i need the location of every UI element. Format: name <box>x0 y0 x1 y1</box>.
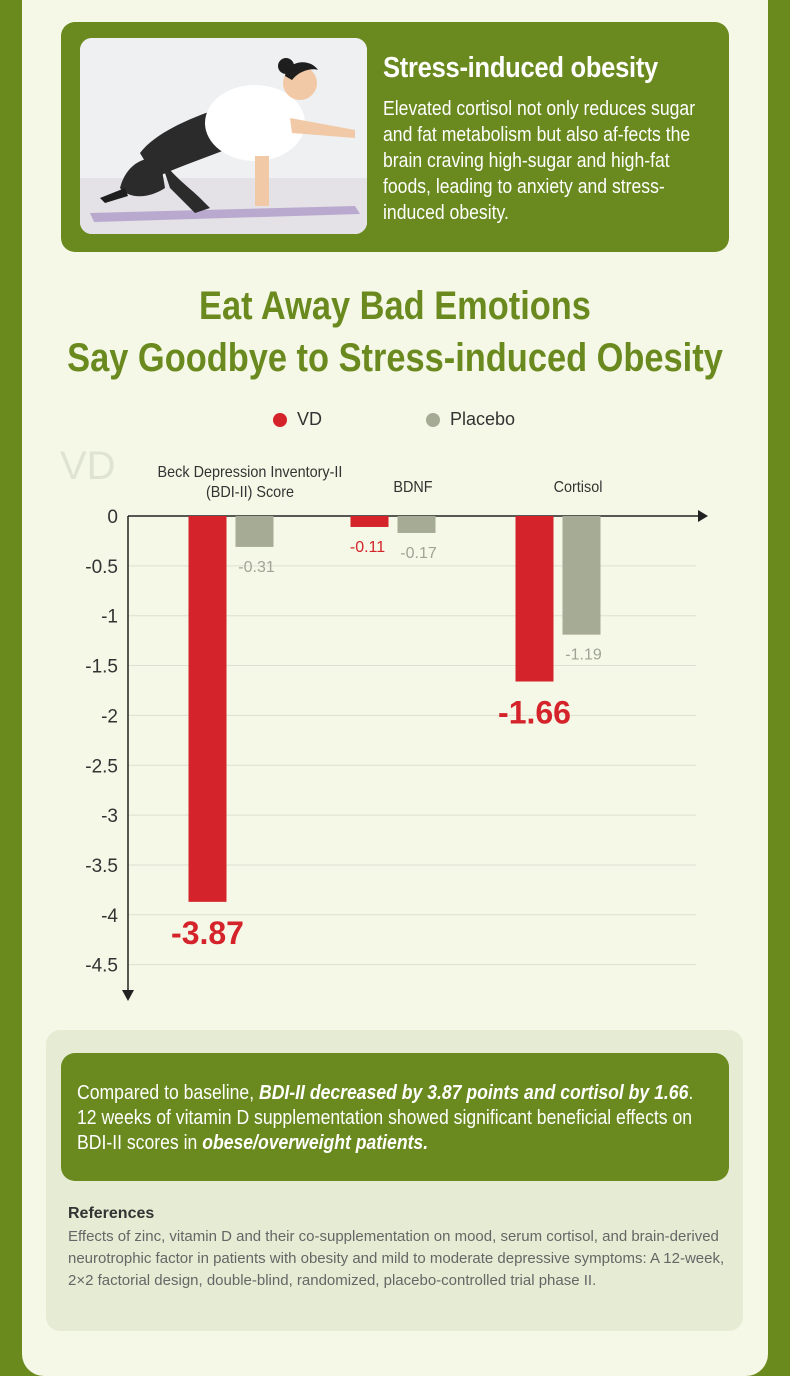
woman-exercise-photo <box>80 38 367 234</box>
summary-prefix: Compared to baseline, <box>77 1082 259 1104</box>
summary-highlight-2: obese/overweight patients. <box>202 1132 429 1154</box>
y-tick-label: -4.5 <box>85 956 118 977</box>
category-label-bdi: Beck Depression Inventory-II (BDI-II) Sc… <box>157 464 343 501</box>
summary-panel <box>61 1053 729 1181</box>
intro-text: Elevated cortisol not only reduces sugar… <box>383 98 696 224</box>
category-label-cortisol: Cortisol <box>553 479 603 496</box>
bar-placebo <box>562 516 601 635</box>
vd-watermark: VD <box>60 444 116 488</box>
y-tick-label: -3 <box>101 806 118 827</box>
bar-placebo <box>397 516 436 533</box>
data-label: -3.87 <box>171 915 244 951</box>
headline-line-2: Say Goodbye to Stress-induced Obesity <box>67 336 723 380</box>
y-tick-label: -0.5 <box>85 557 118 578</box>
y-tick-label: 0 <box>107 507 118 528</box>
references-title: References <box>68 1205 155 1222</box>
legend-item-vd: VD <box>273 409 322 430</box>
legend-dot-vd-icon <box>273 412 287 427</box>
y-tick-label: -4 <box>101 906 118 927</box>
y-tick-label: -2.5 <box>85 756 118 777</box>
summary-middle: . 12 weeks of vitamin D supplementation … <box>77 1082 694 1154</box>
y-axis-arrow-icon <box>122 990 134 1001</box>
headline-line-1: Eat Away Bad Emotions <box>199 284 591 328</box>
bar-vd <box>515 516 554 682</box>
references-text: Effects of zinc, vitamin D and their co-… <box>68 1228 725 1289</box>
y-tick-label: -1.5 <box>85 657 118 678</box>
data-label: -0.31 <box>238 559 275 576</box>
category-label-bdnf: BDNF <box>393 479 433 496</box>
data-label: -1.19 <box>565 647 602 664</box>
legend-item-placebo: Placebo <box>426 409 515 430</box>
y-tick-label: -1 <box>101 607 118 628</box>
x-axis-arrow-icon <box>698 510 708 522</box>
bar-placebo <box>235 516 274 547</box>
bar-vd <box>350 516 389 527</box>
data-label: -0.11 <box>350 539 385 556</box>
summary-text: Compared to baseline, BDI-II decreased b… <box>77 1081 711 1156</box>
data-label: -1.66 <box>498 695 571 731</box>
data-label: -0.17 <box>400 545 437 562</box>
legend-label-vd: VD <box>297 409 323 429</box>
intro-title: Stress-induced obesity <box>383 52 658 84</box>
legend-dot-placebo-icon <box>426 412 440 427</box>
y-tick-label: -2 <box>101 706 118 727</box>
bar-chart: 0-0.5-1-1.5-2-2.5-3-3.5-4-4.5-3.87-0.11-… <box>85 507 708 1001</box>
y-tick-label: -3.5 <box>85 856 118 877</box>
legend-label-placebo: Placebo <box>450 409 516 429</box>
bar-vd <box>188 516 227 902</box>
summary-highlight-1: BDI-II decreased by 3.87 points and cort… <box>258 1082 689 1104</box>
